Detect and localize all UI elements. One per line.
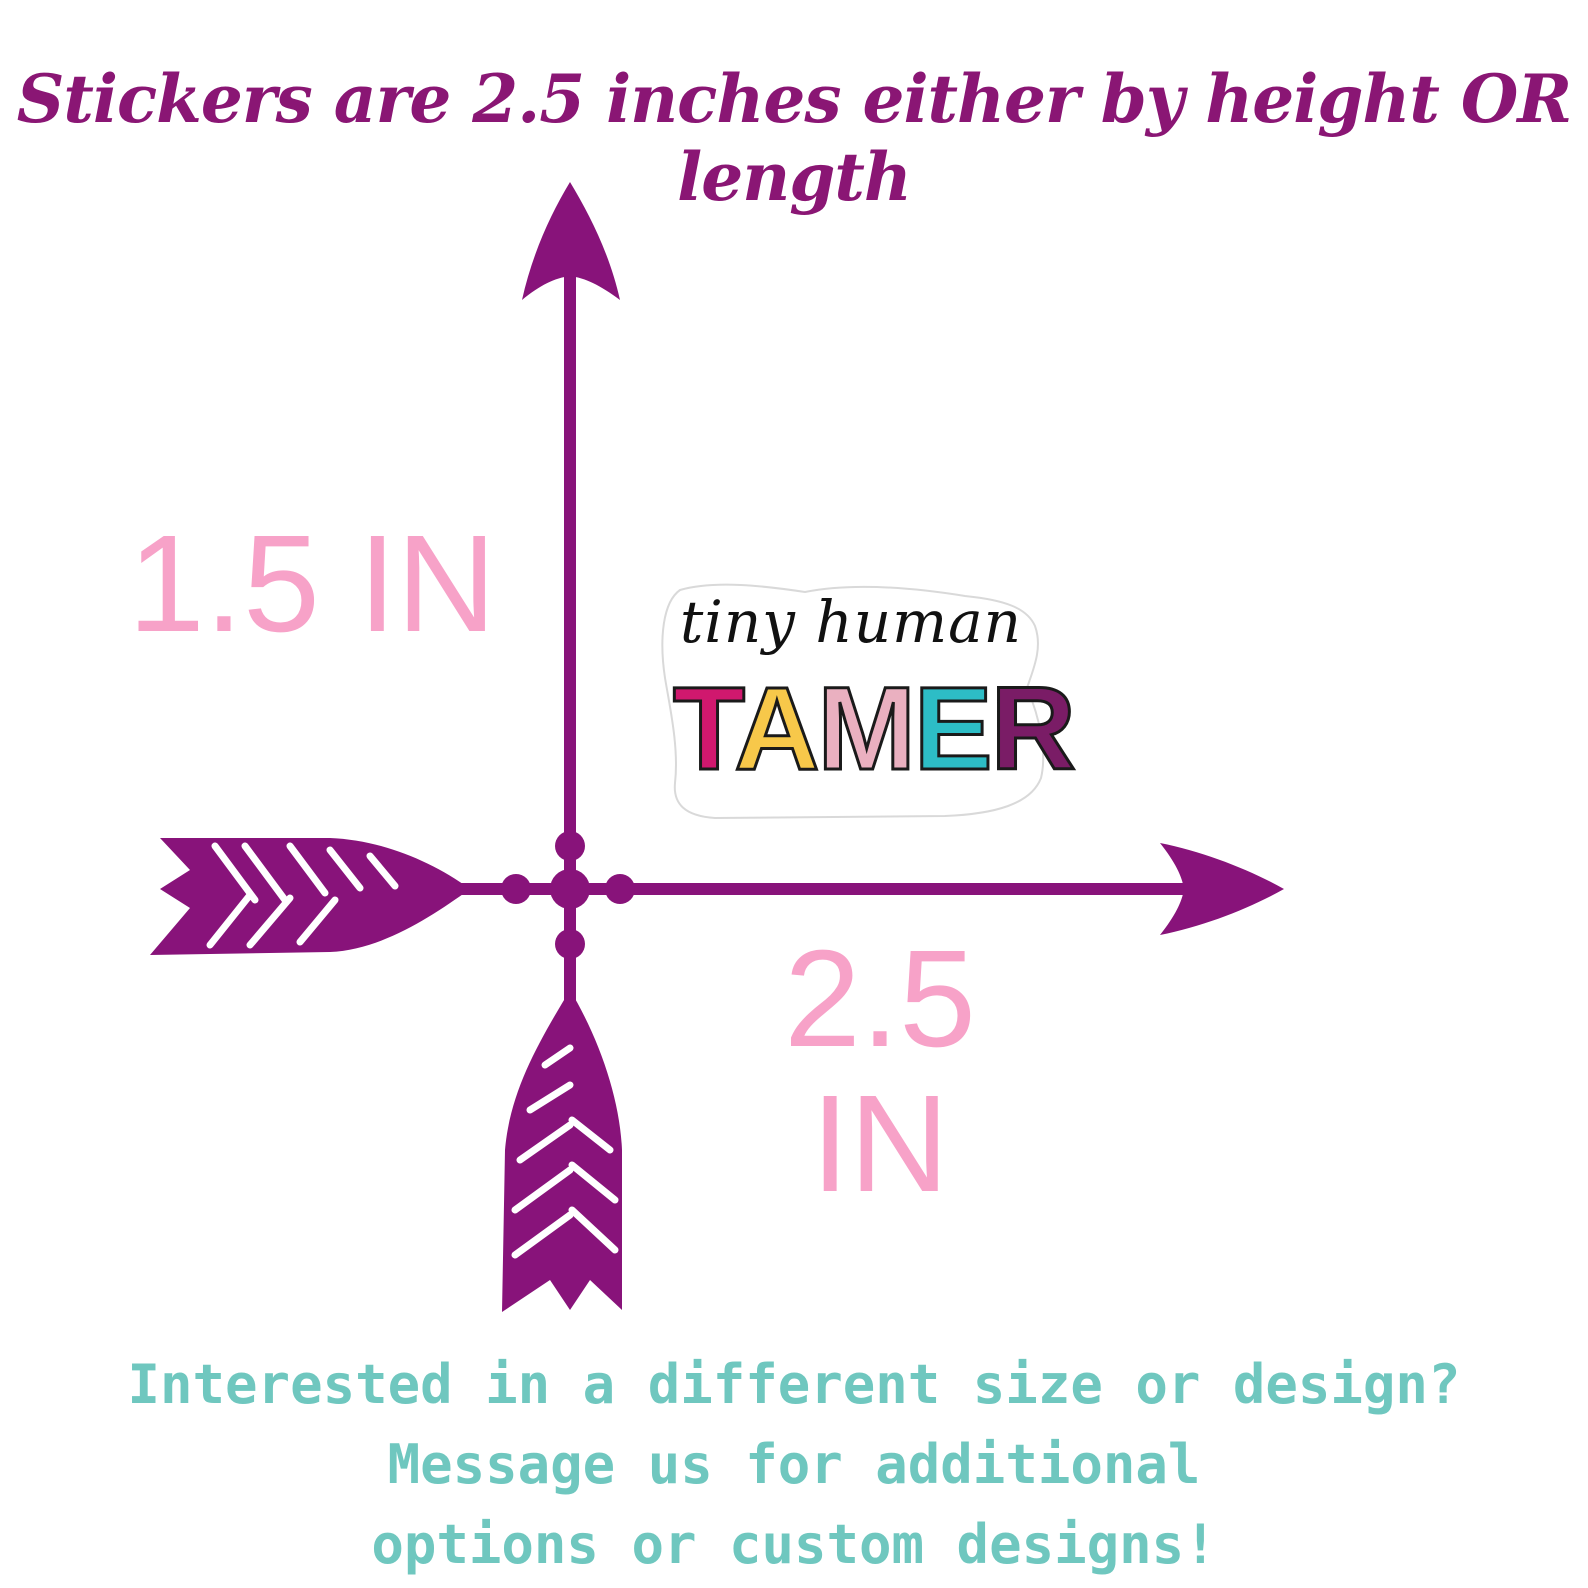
joint-dot	[555, 929, 585, 959]
up-arrowhead	[522, 182, 620, 300]
sticker-letter: M	[816, 663, 917, 795]
joint-dot	[501, 874, 531, 904]
footer-message: Interested in a different size or design…	[20, 1345, 1568, 1585]
left-fletching	[150, 838, 470, 955]
height-dimension-label: 1.5 IN	[128, 507, 497, 661]
sticker-script-text: tiny human	[679, 588, 1023, 656]
sticker-letter: T	[671, 663, 737, 795]
right-arrowhead	[1160, 843, 1284, 935]
joint-dot	[555, 831, 585, 861]
vertical-arrow-shaft	[564, 265, 576, 1025]
sticker-outline	[661, 583, 1045, 820]
sticker-letter: E	[912, 663, 994, 795]
horizontal-arrow-shaft	[460, 883, 1200, 895]
footer-line-2: options or custom designs!	[371, 1513, 1217, 1576]
headline: Stickers are 2.5 inches either by height…	[16, 60, 1572, 216]
footer-line-1: Interested in a different size or design…	[127, 1353, 1461, 1496]
joint-dot	[550, 869, 590, 909]
sticker-main-word: TAMER	[671, 669, 1077, 790]
width-dimension-value: 2.5	[784, 922, 976, 1076]
bottom-fletching	[502, 990, 622, 1312]
sticker-letter: R	[989, 663, 1077, 795]
joint-dot	[605, 874, 635, 904]
sticker-letter: A	[733, 663, 821, 795]
sticker-preview: tiny human TAMER	[655, 578, 1077, 820]
width-dimension-unit: IN	[811, 1067, 949, 1221]
